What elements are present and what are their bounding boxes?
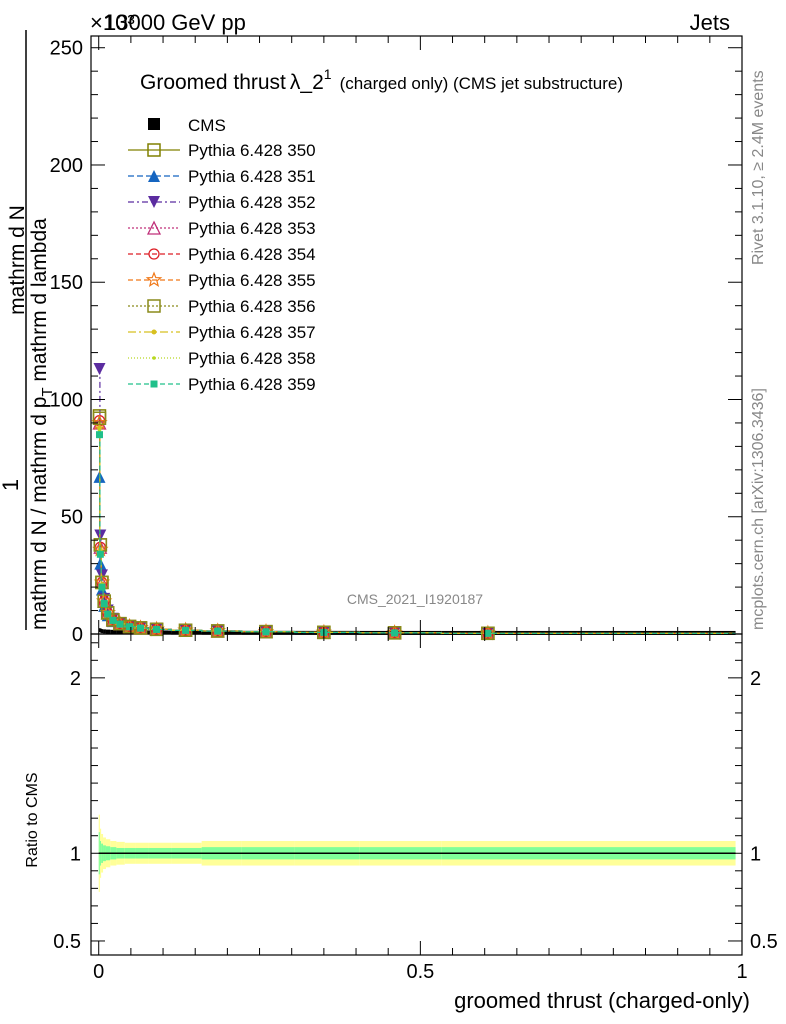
series-marker: [214, 627, 222, 635]
cms-data-point: [101, 629, 104, 634]
legend-marker: [152, 356, 156, 360]
chart-title: Groomed thrust λ_21 (charged only) (CMS je…: [140, 66, 623, 94]
ratio-tick-label-right: 1: [750, 843, 761, 865]
main-panel: [91, 363, 736, 641]
ratio-tick-label-right: 0.5: [750, 931, 778, 953]
series-marker: [92, 411, 107, 426]
legend-label: Pythia 6.428 353: [188, 219, 316, 238]
series-marker: [262, 628, 270, 636]
legend-label: Pythia 6.428 356: [188, 297, 316, 316]
ratio-tick-label-right: 2: [750, 668, 761, 690]
legend-marker: [148, 170, 160, 182]
y-tick-label: 250: [50, 38, 83, 60]
legend-label: Pythia 6.428 358: [188, 349, 316, 368]
series-marker: [137, 624, 145, 632]
cms-data-point: [103, 629, 106, 634]
exponent-label: ×10³: [90, 10, 135, 35]
series-marker: [94, 557, 107, 570]
legend-marker: [148, 248, 160, 260]
series-marker: [153, 625, 161, 633]
series-marker: [98, 583, 106, 591]
ylabel-denominator: mathrm d N / mathrm d pT mathrm d lambda: [28, 218, 56, 630]
legend: CMS Pythia 6.428 350 Pythia 6.428 351 Pythi…: [128, 116, 316, 394]
x-axis-label: groomed thrust (charged-only): [454, 988, 750, 1013]
x-tick-label: 1: [736, 961, 747, 983]
cms-data-point: [99, 628, 102, 633]
legend-cms-label: CMS: [188, 116, 226, 135]
legend-marker: [151, 329, 157, 335]
ylabel-top-numerator: mathrm d N: [6, 205, 29, 315]
analysis-watermark: CMS_2021_I1920187: [347, 591, 483, 607]
process-label: Jets: [690, 10, 730, 35]
energy-label: 13000 GeV pp: [104, 10, 246, 35]
series-marker: [100, 600, 108, 608]
y-tick-label: 100: [50, 389, 83, 411]
legend-cms-marker: [148, 118, 160, 130]
series-marker: [484, 629, 492, 637]
ylabel-numerator: 1: [0, 479, 23, 491]
series-line: [98, 434, 736, 634]
series-marker: [116, 620, 124, 628]
series-marker: [93, 363, 106, 376]
x-tick-label: 0: [93, 961, 104, 983]
series-marker: [97, 428, 102, 432]
legend-marker: [150, 380, 158, 388]
legend-label: Pythia 6.428 354: [188, 245, 316, 264]
legend-marker: [145, 271, 163, 288]
series-marker: [96, 550, 104, 558]
y-tick-label: 200: [50, 155, 83, 177]
series-marker: [182, 626, 190, 634]
rivet-version-label: Rivet 3.1.10, ≥ 2.4M events: [750, 70, 767, 265]
x-tick-label: 0.5: [406, 961, 434, 983]
series-line: [98, 476, 736, 634]
series-marker: [100, 606, 115, 620]
series-1: [93, 470, 736, 640]
legend-marker: [146, 220, 162, 235]
legend-label: Pythia 6.428 357: [188, 323, 316, 342]
mcplots-label: mcplots.cern.ch [arXiv:1306.3436]: [750, 388, 767, 630]
legend-label: Pythia 6.428 359: [188, 375, 316, 394]
title-main: Groomed thrust λ_21 (charged only) (CMS je…: [140, 66, 623, 94]
ratio-tick-label: 2: [70, 668, 81, 690]
legend-marker: [147, 299, 161, 313]
series-marker: [391, 629, 399, 637]
legend-marker: [147, 143, 161, 157]
y-tick-label: 50: [61, 507, 83, 529]
cms-data-point: [105, 629, 111, 634]
cms-data-point: [110, 629, 117, 634]
cms-data-point: [98, 628, 101, 633]
ratio-panel: [98, 814, 736, 892]
series-marker: [106, 613, 120, 627]
legend-label: Pythia 6.428 350: [188, 141, 316, 160]
series-marker: [104, 610, 112, 618]
main-ylabel: 1 mathrm d N / mathrm d pT mathrm d lamb…: [0, 30, 56, 630]
legend-label: Pythia 6.428 355: [188, 271, 316, 290]
ratio-plot-frame: [90, 633, 743, 956]
legend-label: Pythia 6.428 352: [188, 193, 316, 212]
series-marker: [109, 616, 117, 624]
ratio-tick-label: 1: [70, 843, 81, 865]
y-tick-label: 150: [50, 272, 83, 294]
legend-label: Pythia 6.428 351: [188, 167, 316, 186]
series-marker: [126, 623, 134, 631]
ratio-ylabel: Ratio to CMS: [24, 772, 41, 867]
series-marker: [95, 431, 103, 439]
y-tick-label: 0: [72, 624, 83, 646]
cms-data-point: [116, 630, 125, 635]
legend-marker: [148, 196, 160, 208]
ratio-tick-label: 0.5: [53, 931, 81, 953]
